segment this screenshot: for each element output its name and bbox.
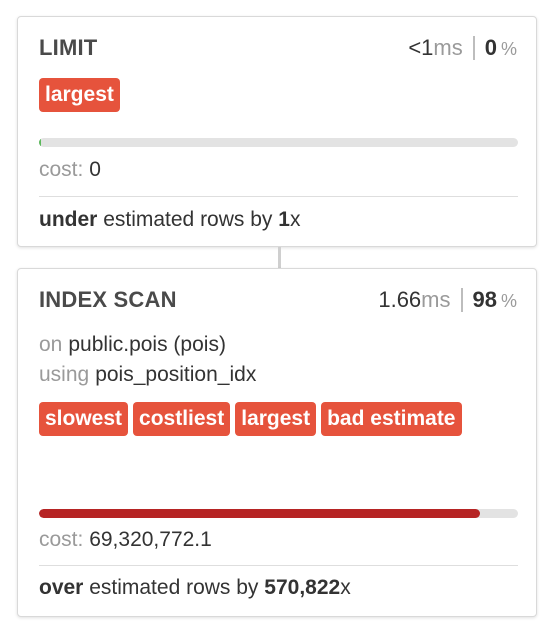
cost-line: cost: 69,320,772.1 [39,528,212,552]
node-stats: 1.66 ms 98 % [378,287,517,313]
index-name: pois_position_idx [95,363,257,386]
plan-node-index-scan[interactable]: INDEX SCAN 1.66 ms 98 % on public.pois (p… [17,268,537,617]
cost-label: cost: [39,528,84,551]
estimate-text: estimated rows by [89,576,259,599]
estimate-suffix: x [289,208,301,231]
tag-costliest: costliest [133,402,231,436]
cost-line: cost: 0 [39,158,101,182]
plan-node-limit[interactable]: LIMIT <1 ms 0 % largest cost: 0 under es… [17,16,537,247]
tag-largest: largest [235,402,317,436]
index-line: using pois_position_idx [39,362,256,388]
tag-largest: largest [39,78,120,112]
divider [39,565,518,566]
cost-bar [39,509,518,518]
percent-value: 98 [472,287,497,312]
stats-separator [460,288,463,312]
tag-bad-estimate: bad estimate [321,402,462,436]
node-title: LIMIT [39,35,98,60]
cost-value: 69,320,772.1 [89,528,212,551]
estimate-text: estimated rows by [103,208,273,231]
relation-line: on public.pois (pois) [39,332,226,358]
cost-bar-fill [39,509,480,518]
cost-label: cost: [39,158,84,181]
stats-separator [472,36,475,60]
duration-unit: ms [433,35,463,60]
cost-bar-fill [39,138,41,147]
node-stats: <1 ms 0 % [408,35,517,61]
percent-unit: % [500,291,517,311]
estimate-line: under estimated rows by 1x [39,208,300,232]
cost-value: 0 [89,158,101,181]
relation-name: public.pois (pois) [68,333,226,356]
estimate-suffix: x [340,576,351,599]
tag-list: largest [39,78,517,122]
duration-value: <1 [408,35,434,60]
percent-value: 0 [484,35,497,60]
estimate-line: over estimated rows by 570,822x [39,576,351,600]
duration-value: 1.66 [378,287,422,312]
using-label: using [39,363,90,386]
percent-unit: % [500,39,517,59]
divider [39,196,518,197]
tag-list: slowest costliest largest bad estimate [39,402,517,446]
node-header: INDEX SCAN 1.66 ms 98 % [39,285,517,315]
on-label: on [39,333,63,356]
estimate-direction: under [39,208,98,231]
estimate-direction: over [39,576,84,599]
cost-bar [39,138,518,147]
tag-slowest: slowest [39,402,129,436]
duration-unit: ms [421,287,451,312]
node-title: INDEX SCAN [39,287,177,312]
estimate-factor: 570,822 [264,576,341,599]
estimate-factor: 1 [278,208,290,231]
node-connector [278,247,281,268]
node-header: LIMIT <1 ms 0 % [39,33,517,63]
